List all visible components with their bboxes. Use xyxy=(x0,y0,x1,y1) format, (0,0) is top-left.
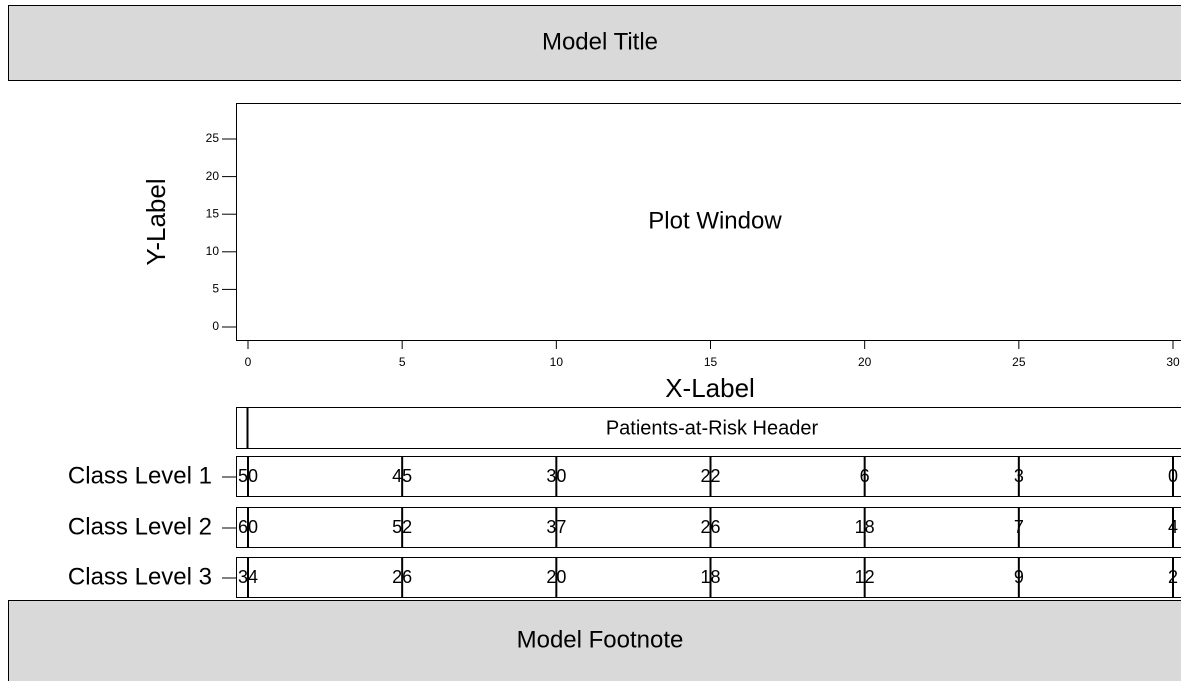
x-tick-label: 5 xyxy=(399,355,406,369)
risk-count: 26 xyxy=(392,567,412,587)
x-tick-label: 30 xyxy=(1166,355,1180,369)
x-tick-label: 20 xyxy=(858,355,872,369)
risk-count: 2 xyxy=(1168,567,1178,587)
risk-count: 6 xyxy=(860,466,870,486)
y-tick-label: 20 xyxy=(206,169,220,183)
risk-count: 7 xyxy=(1014,517,1024,537)
risk-count: 30 xyxy=(546,466,566,486)
risk-row-label: Class Level 1 xyxy=(68,462,212,489)
risk-count: 52 xyxy=(392,517,412,537)
risk-count: 3 xyxy=(1014,466,1024,486)
risk-count: 50 xyxy=(238,466,258,486)
x-tick-label: 0 xyxy=(245,355,252,369)
risk-count: 26 xyxy=(700,517,720,537)
x-tick-label: 25 xyxy=(1012,355,1026,369)
plot-window xyxy=(236,103,1181,341)
risk-count: 45 xyxy=(392,466,412,486)
risk-row-label: Class Level 2 xyxy=(68,513,212,540)
risk-header: Patients-at-Risk Header xyxy=(606,417,819,439)
footer-box xyxy=(8,600,1181,681)
plot-label: Plot Window xyxy=(648,207,782,234)
y-tick-label: 10 xyxy=(206,244,220,258)
y-tick-label: 0 xyxy=(212,319,219,333)
title: Model Title xyxy=(542,28,658,55)
risk-count: 18 xyxy=(855,517,875,537)
risk-count: 20 xyxy=(546,567,566,587)
x-label: X-Label xyxy=(665,373,755,403)
risk-header-box xyxy=(236,407,1181,449)
risk-count: 22 xyxy=(700,466,720,486)
y-tick-label: 25 xyxy=(206,131,220,145)
y-label: Y-Label xyxy=(141,178,171,265)
x-tick-label: 10 xyxy=(550,355,564,369)
risk-count: 18 xyxy=(700,567,720,587)
risk-count: 0 xyxy=(1168,466,1178,486)
footnote: Model Footnote xyxy=(517,626,684,653)
risk-count: 9 xyxy=(1014,567,1024,587)
title-box xyxy=(8,5,1181,81)
risk-count: 60 xyxy=(238,517,258,537)
x-tick-label: 15 xyxy=(704,355,718,369)
y-tick-label: 5 xyxy=(212,282,219,296)
y-tick-label: 15 xyxy=(206,206,220,220)
risk-row-label: Class Level 3 xyxy=(68,563,212,590)
risk-count: 37 xyxy=(546,517,566,537)
risk-count: 34 xyxy=(238,567,258,587)
risk-count: 12 xyxy=(855,567,875,587)
risk-count: 4 xyxy=(1168,517,1178,537)
